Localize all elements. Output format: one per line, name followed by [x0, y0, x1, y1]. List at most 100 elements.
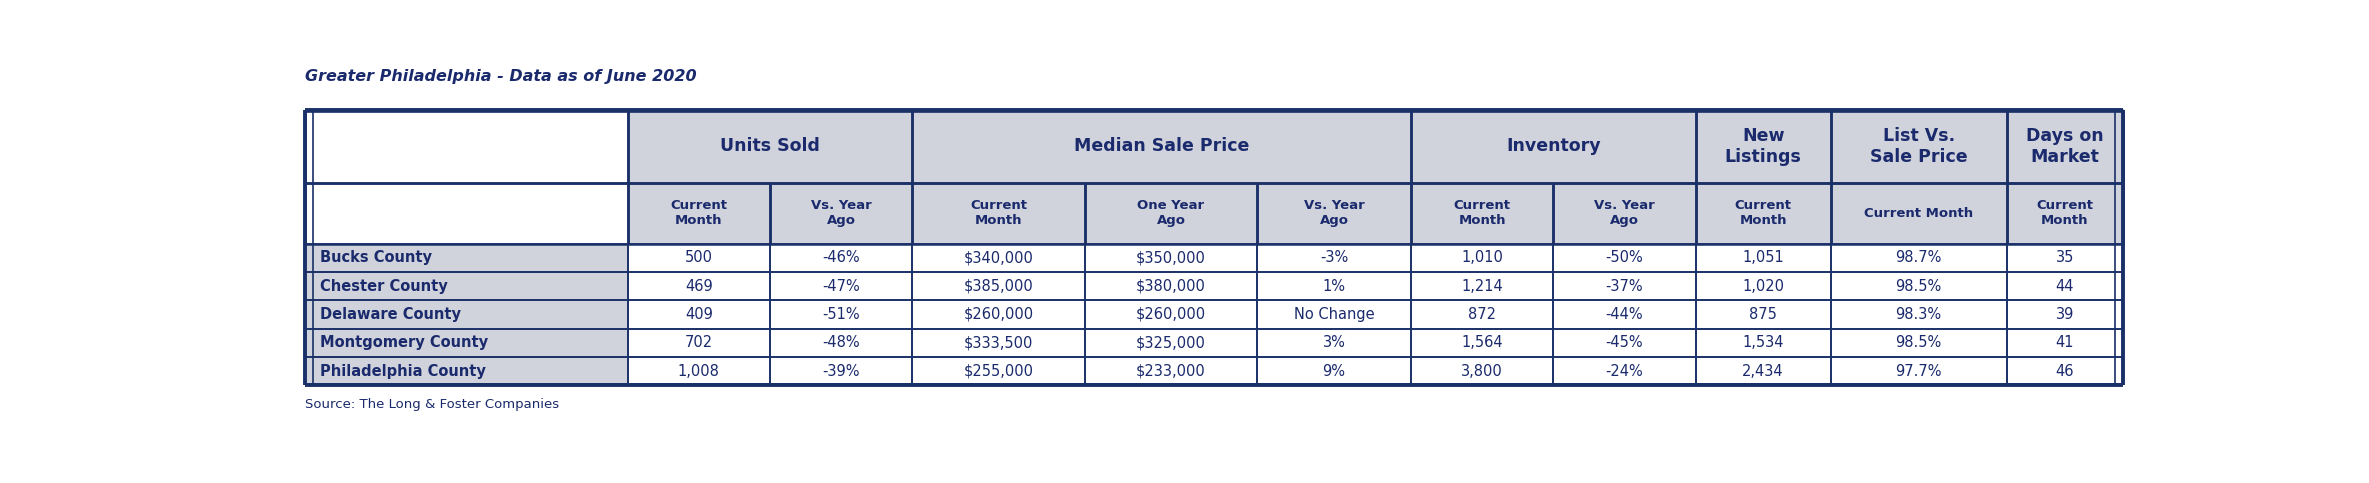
Text: $260,000: $260,000 [964, 307, 1033, 322]
Bar [306, 243, 628, 272]
Bar [2007, 243, 2123, 272]
Text: -51%: -51% [822, 307, 860, 322]
Text: $255,000: $255,000 [964, 364, 1033, 379]
Bar [1258, 300, 1412, 328]
Bar [628, 243, 770, 272]
Bar [1412, 357, 1554, 385]
Text: -39%: -39% [822, 364, 860, 379]
Bar [1258, 328, 1412, 357]
Bar [628, 183, 770, 243]
Text: Chester County: Chester County [320, 279, 448, 294]
Bar [1085, 300, 1258, 328]
Bar [1831, 357, 2007, 385]
Bar [2007, 110, 2123, 183]
Text: -37%: -37% [1606, 279, 1644, 294]
Text: $380,000: $380,000 [1137, 279, 1206, 294]
Text: 875: 875 [1748, 307, 1777, 322]
Bar [2007, 272, 2123, 300]
Bar [912, 272, 1085, 300]
Text: $233,000: $233,000 [1137, 364, 1206, 379]
Bar [912, 357, 1085, 385]
Bar [912, 328, 1085, 357]
Bar [912, 243, 1085, 272]
Text: 1,214: 1,214 [1462, 279, 1502, 294]
Text: 702: 702 [685, 335, 713, 350]
Bar [1831, 243, 2007, 272]
Bar [1412, 183, 1554, 243]
Bar [306, 110, 628, 183]
Text: Bucks County: Bucks County [320, 250, 431, 265]
Bar [1554, 328, 1696, 357]
Bar [1085, 243, 1258, 272]
Text: 3%: 3% [1322, 335, 1346, 350]
Bar [1696, 243, 1831, 272]
Bar [1831, 300, 2007, 328]
Bar [1831, 272, 2007, 300]
Text: Greater Philadelphia - Data as of June 2020: Greater Philadelphia - Data as of June 2… [306, 69, 696, 84]
Bar [2007, 183, 2123, 243]
Bar [912, 300, 1085, 328]
Text: Montgomery County: Montgomery County [320, 335, 488, 350]
Text: Current
Month: Current Month [1734, 199, 1791, 227]
Bar [1696, 357, 1831, 385]
Bar [628, 110, 912, 183]
Bar [1085, 328, 1258, 357]
Bar [628, 300, 770, 328]
Text: $325,000: $325,000 [1137, 335, 1206, 350]
Text: 500: 500 [685, 250, 713, 265]
Text: Current
Month: Current Month [971, 199, 1028, 227]
Bar [2007, 357, 2123, 385]
Text: No Change: No Change [1293, 307, 1374, 322]
Text: 1,534: 1,534 [1741, 335, 1784, 350]
Text: 1,010: 1,010 [1462, 250, 1502, 265]
Bar [770, 357, 912, 385]
Text: Vs. Year
Ago: Vs. Year Ago [1303, 199, 1365, 227]
Text: 97.7%: 97.7% [1895, 364, 1943, 379]
Bar [770, 243, 912, 272]
Text: 41: 41 [2056, 335, 2075, 350]
Text: 1,051: 1,051 [1741, 250, 1784, 265]
Text: 98.5%: 98.5% [1895, 335, 1943, 350]
Bar [628, 272, 770, 300]
Bar [1554, 243, 1696, 272]
Bar [1696, 272, 1831, 300]
Text: 98.5%: 98.5% [1895, 279, 1943, 294]
Text: 1,020: 1,020 [1741, 279, 1784, 294]
Bar [1554, 272, 1696, 300]
Text: 872: 872 [1469, 307, 1497, 322]
Text: 98.7%: 98.7% [1895, 250, 1943, 265]
Bar [770, 272, 912, 300]
Text: 46: 46 [2056, 364, 2075, 379]
Text: -47%: -47% [822, 279, 860, 294]
Text: 1,564: 1,564 [1462, 335, 1502, 350]
Bar [1258, 357, 1412, 385]
Text: 39: 39 [2056, 307, 2073, 322]
Bar [1258, 243, 1412, 272]
Text: 1,008: 1,008 [678, 364, 720, 379]
Text: Current Month: Current Month [1864, 207, 1973, 220]
Bar [2007, 328, 2123, 357]
Text: Vs. Year
Ago: Vs. Year Ago [1594, 199, 1656, 227]
Bar [1831, 110, 2007, 183]
Text: Inventory: Inventory [1507, 138, 1601, 156]
Text: Source: The Long & Foster Companies: Source: The Long & Foster Companies [306, 398, 559, 412]
Bar [1831, 328, 2007, 357]
Text: Vs. Year
Ago: Vs. Year Ago [810, 199, 872, 227]
Text: -44%: -44% [1606, 307, 1644, 322]
Text: -24%: -24% [1606, 364, 1644, 379]
Text: 2,434: 2,434 [1741, 364, 1784, 379]
Bar [1554, 183, 1696, 243]
Text: 44: 44 [2056, 279, 2075, 294]
Bar [770, 328, 912, 357]
Bar [2007, 300, 2123, 328]
Bar [306, 328, 628, 357]
Bar [1085, 357, 1258, 385]
Bar [912, 110, 1412, 183]
Bar [1085, 183, 1258, 243]
Text: List Vs.
Sale Price: List Vs. Sale Price [1869, 127, 1969, 166]
Text: 409: 409 [685, 307, 713, 322]
Text: Philadelphia County: Philadelphia County [320, 364, 486, 379]
Text: $333,500: $333,500 [964, 335, 1033, 350]
Text: 35: 35 [2056, 250, 2073, 265]
Bar [306, 300, 628, 328]
